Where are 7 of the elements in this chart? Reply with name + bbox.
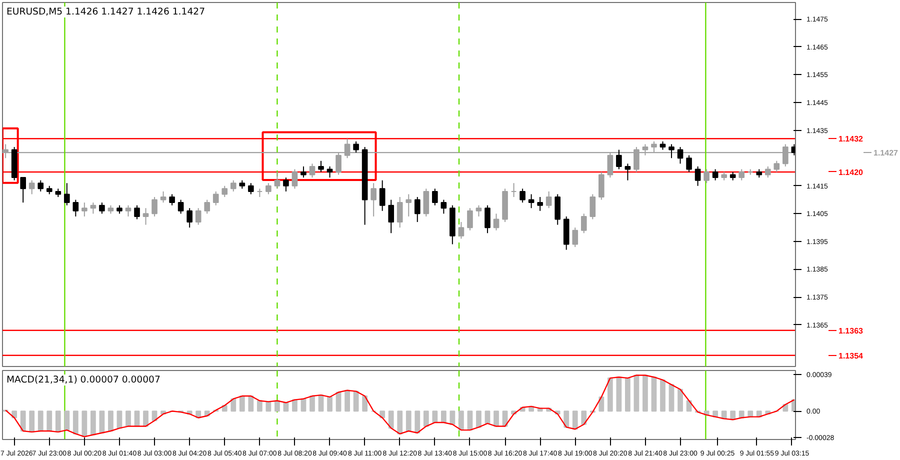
ref-line-label: 1.1354 bbox=[838, 351, 864, 360]
text: EURUSD,M5 1.1426 1.1427 1.1426 1.1427 bbox=[6, 6, 206, 18]
ref-line-label: 1.1427 bbox=[874, 148, 899, 158]
ref-line-label: 1.1363 bbox=[838, 326, 864, 336]
ref-line-label: 1.1432 bbox=[838, 134, 864, 144]
ref-line-label: 1.1420 bbox=[838, 168, 864, 177]
chart-title: MACD(21,34,1) 0.00007 0.00007 bbox=[6, 374, 160, 386]
